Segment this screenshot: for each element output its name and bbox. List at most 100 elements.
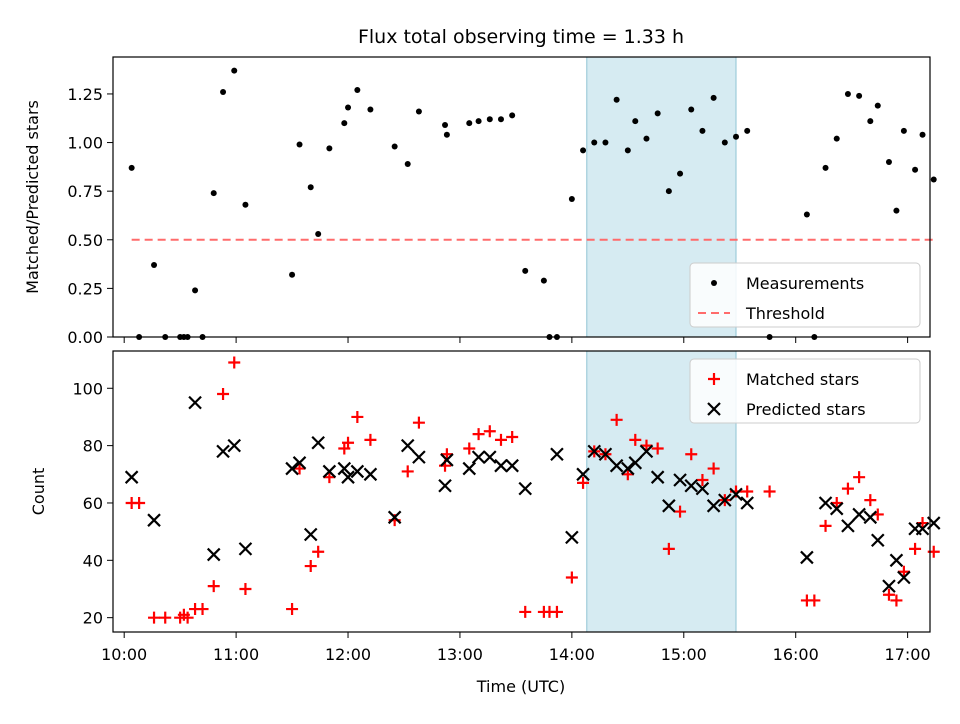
axes-frame [112, 56, 931, 338]
predicted-star-point [695, 481, 710, 496]
predicted-star-point [800, 550, 814, 565]
legend-marker [708, 373, 720, 385]
y-tick-label: 80 [83, 437, 103, 456]
predicted-star-point [505, 458, 519, 473]
matched-star-point [364, 433, 377, 446]
measurement-point [509, 112, 516, 119]
predicted-star-point [818, 496, 833, 510]
x-tick-label: 17:00 [885, 645, 931, 664]
predicted-star-point [471, 450, 486, 464]
y-tick-label: 0.00 [67, 328, 103, 347]
matched-star-point [228, 356, 241, 369]
measurement-point [242, 201, 249, 208]
x-tick-label: 16:00 [773, 645, 819, 664]
predicted-star-point [438, 478, 452, 493]
measurement-point [803, 211, 810, 218]
measurement-point [699, 127, 706, 134]
predicted-star-point [550, 447, 564, 462]
measurement-point [602, 139, 609, 146]
predicted-star-point [863, 510, 878, 525]
predicted-star-point [706, 499, 721, 513]
matched-star-point [342, 436, 355, 449]
measurement-point [885, 159, 892, 165]
matched-star-point [463, 442, 476, 455]
measurement-point [710, 94, 717, 101]
y-tick-label: 0.25 [67, 279, 103, 298]
matched-star-point [890, 594, 903, 607]
predicted-star-point [897, 570, 911, 585]
measurement-point [522, 267, 529, 274]
measurement-point [733, 133, 740, 140]
x-tick-label: 11:00 [213, 645, 259, 664]
legend-label: Predicted stars [746, 400, 866, 419]
y-tick-label: 60 [83, 494, 103, 513]
predicted-star-point [292, 456, 307, 470]
y-tick-label: 0.75 [67, 182, 103, 201]
predicted-star-point [518, 481, 533, 496]
matched-star-point [830, 496, 843, 509]
predicted-star-point [729, 487, 743, 502]
matched-star-point [412, 416, 425, 429]
matched-star-point [909, 542, 922, 555]
matched-star-point [808, 594, 821, 607]
predicted-star-point [206, 547, 221, 562]
predicted-star-point [341, 470, 355, 484]
measurement-point [893, 207, 900, 214]
matched-star-point [565, 571, 578, 584]
matched-star-point [472, 428, 485, 441]
matched-star-point [494, 433, 507, 446]
predicted-star-point [303, 527, 318, 542]
matched-star-point [286, 603, 299, 616]
matched-star-point [610, 413, 623, 426]
x-tick-label: 13:00 [437, 645, 483, 664]
predicted-star-point [494, 458, 508, 473]
predicted-star-point [400, 438, 415, 453]
matched-star-point [133, 496, 146, 509]
measurement-point [624, 147, 631, 154]
measurement-point [404, 160, 411, 167]
measurement-point [307, 184, 314, 191]
measurement-point [289, 271, 296, 278]
y-tick-label: 40 [83, 551, 103, 570]
measurement-point [721, 139, 728, 146]
bottom-panel: 20 40 60 80 100 10:00 11:00 12:00 13:00 14:00 15:0… [29, 350, 941, 664]
predicted-star-point [621, 461, 635, 476]
measurement-point [833, 135, 840, 142]
x-tick-label: 10:00 [101, 645, 147, 664]
matched-star-point [662, 542, 675, 555]
predicted-star-point [412, 450, 426, 464]
measurement-point [844, 90, 851, 97]
y-axis-label: Matched/Predicted stars [23, 100, 42, 294]
matched-star-point [217, 388, 230, 401]
matched-star-point [401, 465, 414, 478]
measurement-point [354, 87, 361, 94]
matched-star-point [506, 431, 519, 444]
predicted-star-point [684, 478, 699, 493]
measurement-point [568, 195, 575, 202]
matched-star-point [640, 439, 653, 452]
matched-star-point [916, 517, 929, 530]
measurement-point [442, 122, 449, 129]
y-tick-label: 1.00 [67, 134, 103, 153]
predicted-star-point [587, 444, 602, 459]
predicted-star-point [147, 513, 161, 527]
matched-star-point [181, 611, 194, 624]
measurement-point [391, 143, 398, 150]
predicted-star-point [188, 395, 202, 410]
matched-star-point [841, 482, 854, 495]
predicted-star-point [870, 533, 885, 548]
matched-star-point [763, 485, 776, 498]
axes-frame [112, 350, 931, 633]
matched-star-point [312, 545, 325, 558]
legend-label: Matched stars [746, 370, 859, 389]
x-tick-label: 15:00 [661, 645, 707, 664]
measurement-point [654, 110, 661, 117]
measurement-point [296, 141, 303, 148]
measurement-point [688, 106, 695, 113]
legend-box [689, 262, 921, 328]
predicted-star-point [609, 458, 624, 473]
predicted-star-point [915, 521, 930, 536]
measurement-point [315, 230, 322, 237]
predicted-star-point [718, 493, 732, 507]
matched-star-point [159, 611, 172, 624]
